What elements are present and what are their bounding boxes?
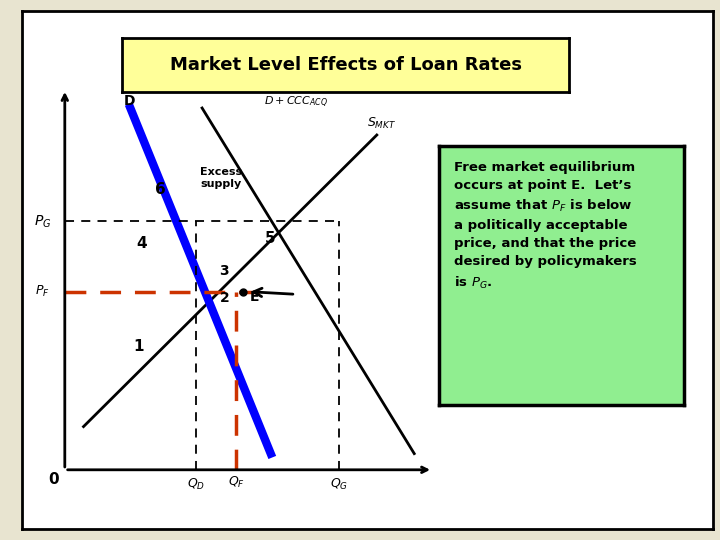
Text: Excess
supply: Excess supply	[199, 167, 242, 189]
Text: 3: 3	[220, 265, 229, 279]
Text: $D+CCC_{ACQ}$: $D+CCC_{ACQ}$	[264, 95, 328, 110]
Text: 5: 5	[264, 231, 275, 246]
Text: 1: 1	[133, 339, 144, 354]
Bar	[26, 280, 58, 303]
Text: E: E	[250, 291, 260, 305]
Text: 0: 0	[48, 472, 59, 487]
Text: 4: 4	[137, 237, 147, 252]
Text: 2: 2	[220, 292, 229, 306]
Text: $Q_D$: $Q_D$	[186, 477, 205, 492]
Text: Market Level Effects of Loan Rates: Market Level Effects of Loan Rates	[170, 56, 521, 74]
Text: $P_F$: $P_F$	[35, 284, 50, 299]
Text: $P_G$: $P_G$	[34, 213, 51, 230]
Text: $S_{MKT}$: $S_{MKT}$	[367, 116, 397, 131]
Text: $Q_G$: $Q_G$	[330, 477, 348, 492]
Bar	[222, 473, 250, 492]
Text: Free market equilibrium
occurs at point E.  Let’s
assume that $P_F$ is below
a p: Free market equilibrium occurs at point …	[454, 161, 636, 291]
Text: D: D	[124, 94, 135, 109]
Text: $Q_F$: $Q_F$	[228, 475, 245, 490]
Text: 6: 6	[156, 183, 166, 198]
